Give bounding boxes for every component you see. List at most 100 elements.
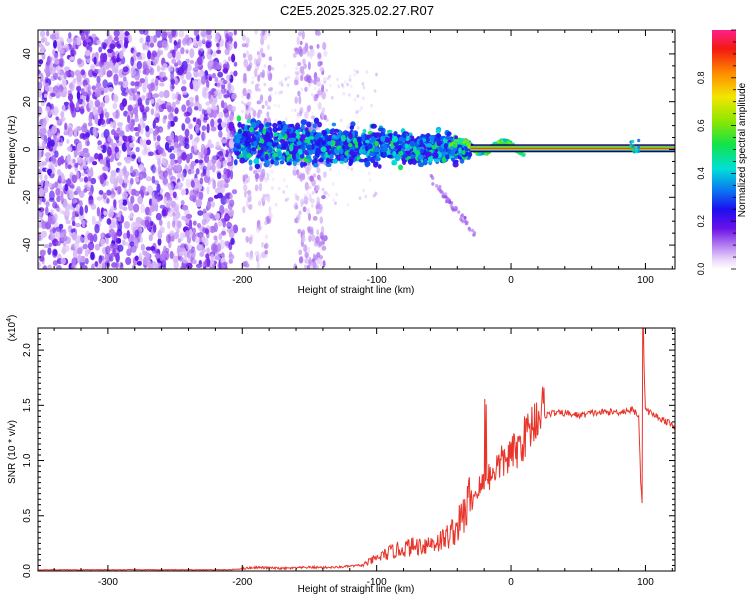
noise-cell [188, 96, 195, 103]
noise-cell [206, 169, 210, 178]
noise-cell [55, 265, 62, 269]
noise-cell [85, 38, 91, 43]
noise-cell [87, 121, 93, 127]
noise-cell [76, 254, 83, 264]
noise-cell [172, 116, 178, 122]
echo-tail-cell [460, 214, 464, 218]
echo-cell [309, 136, 315, 140]
noise-cell [181, 104, 187, 112]
streak-cell [293, 205, 299, 210]
echo-cell [256, 137, 261, 142]
echo-cell [299, 137, 303, 142]
echo-cell [313, 117, 320, 124]
noise-cell [59, 118, 64, 124]
noise-cell [72, 36, 77, 46]
noise-cell [141, 173, 147, 179]
x-tick-label: -100 [367, 577, 387, 588]
echo-cell [367, 143, 373, 150]
noise-cell [183, 111, 190, 118]
streak-cell [277, 186, 281, 191]
noise-cell [119, 130, 125, 138]
noise-cell [67, 93, 74, 102]
noise-cell [226, 227, 233, 234]
echo-cell [445, 136, 452, 141]
noise-cell [50, 92, 56, 98]
noise-cell [177, 181, 182, 187]
colorbar-tick-label: 0.2 [696, 215, 706, 228]
noise-cell [76, 156, 83, 164]
noise-cell [47, 214, 52, 225]
noise-cell [44, 67, 50, 74]
streak-cell [300, 198, 304, 208]
echo-cell [275, 156, 279, 161]
noise-cell [104, 260, 111, 269]
streak-cell [243, 102, 247, 107]
streak-cell [266, 44, 270, 51]
noise-cell [112, 93, 119, 103]
streak-cell [278, 81, 282, 85]
echo-cell [272, 122, 278, 128]
noise-cell [50, 209, 54, 215]
noise-cell [55, 90, 61, 99]
noise-cell [176, 145, 182, 154]
noise-cell [114, 41, 119, 48]
streak-cell [284, 198, 288, 202]
streak-cell [353, 72, 356, 77]
noise-cell [212, 244, 219, 253]
streak-cell [301, 71, 305, 76]
streak-cell [353, 98, 357, 102]
echo-cell [433, 152, 439, 159]
noise-cell [122, 199, 128, 206]
echo-cell [421, 138, 427, 143]
noise-cell [65, 209, 70, 217]
echo-cell [306, 154, 311, 160]
noise-cell [118, 199, 124, 204]
echo-cell [279, 138, 286, 144]
streak-cell [301, 172, 306, 181]
noise-cell [165, 234, 171, 244]
echo-tail-cell [444, 195, 448, 199]
noise-cell [149, 67, 155, 76]
noise-cell [38, 59, 44, 65]
noise-cell [107, 135, 112, 143]
noise-cell [176, 60, 182, 66]
noise-cell [113, 36, 120, 41]
streak-cell [313, 94, 318, 102]
streak-cell [299, 72, 302, 76]
x-tick-label: -200 [232, 275, 252, 286]
echo-cell [426, 151, 432, 157]
echo-cell [281, 146, 287, 150]
noise-cell [158, 71, 163, 79]
streak-cell [266, 172, 270, 178]
noise-cell [213, 194, 219, 199]
noise-cell [193, 30, 199, 37]
noise-cell [130, 81, 136, 87]
transition-cell [519, 152, 524, 156]
noise-cell [52, 249, 58, 256]
noise-cell [169, 230, 175, 236]
echo-cell [370, 123, 377, 129]
noise-cell [161, 208, 167, 217]
noise-cell [161, 31, 168, 40]
noise-cell [217, 111, 224, 119]
streak-cell [317, 209, 322, 214]
noise-cell [163, 89, 170, 99]
echo-cell [372, 161, 379, 168]
streak-cell [322, 42, 327, 51]
streak-cell [262, 193, 266, 198]
noise-cell [112, 119, 117, 130]
noise-cell [57, 175, 62, 184]
streak-cell [241, 227, 246, 233]
x-tick-label: -100 [367, 275, 387, 286]
noise-cell [186, 250, 191, 259]
streak-cell [302, 200, 306, 205]
streak-cell [307, 176, 310, 180]
echo-spot-cell [637, 138, 641, 143]
noise-cell [194, 159, 199, 164]
streak-cell [258, 88, 261, 92]
streak-cell [306, 246, 311, 254]
echo-cell [365, 134, 372, 139]
streak-cell [257, 58, 262, 64]
noise-cell [223, 102, 228, 111]
noise-cell [58, 209, 65, 214]
